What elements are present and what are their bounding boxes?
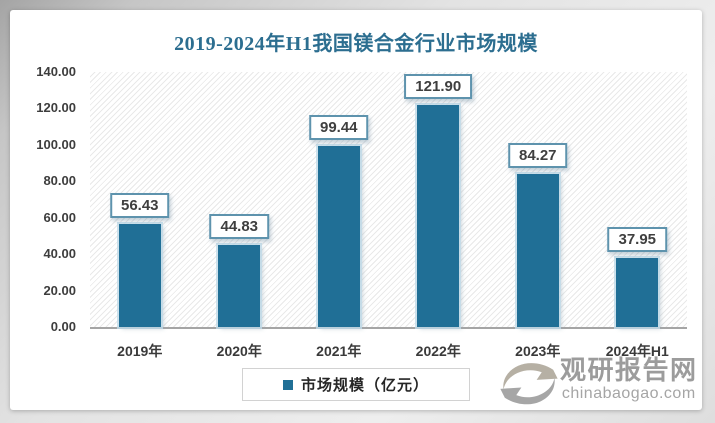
value-label-2021年: 99.44: [308, 114, 369, 140]
value-label-2023年: 84.27: [507, 142, 568, 168]
y-tick-label-40.00: 40.00: [43, 246, 76, 262]
bar-2020年: [218, 245, 261, 327]
legend-marker-square: [282, 379, 293, 390]
x-axis: 2019年 2020年 2021年 2022年 2023年 2024年H1: [90, 341, 687, 363]
watermark-domain: chinabaogao.com: [561, 385, 696, 402]
x-tick-label-2021年: 2021年: [316, 343, 362, 359]
plot-area: 56.43 44.83 99.44 121.90 84.27 37.95: [90, 72, 687, 329]
value-label-2019年: 56.43: [109, 193, 170, 219]
bar-2019年: [118, 224, 161, 327]
x-tick-label-2019年: 2019年: [117, 343, 163, 359]
watermark-text-block: 观研报告网 chinabaogao.com: [560, 351, 698, 403]
x-tick-label-2023年: 2023年: [515, 343, 561, 359]
watermark: 观研报告网 chinabaogao.com: [496, 351, 698, 413]
x-tick-label-2020年: 2020年: [216, 343, 262, 359]
value-label-2024年H1: 37.95: [607, 226, 668, 252]
y-tick-label-140.00: 140.00: [36, 64, 76, 79]
chart-title: 2019-2024年H1我国镁合金行业市场规模: [174, 33, 538, 55]
bar-2021年: [317, 145, 360, 327]
y-tick-label-120.00: 120.00: [36, 100, 76, 116]
bar-2022年: [417, 104, 460, 327]
bar-2023年: [516, 173, 559, 327]
y-tick-label-0.00: 0.00: [50, 319, 76, 334]
watermark-name: 观研报告网: [560, 355, 698, 385]
y-tick-label-80.00: 80.00: [43, 173, 76, 189]
value-label-2022年: 121.90: [404, 73, 473, 99]
y-tick-label-20.00: 20.00: [43, 282, 76, 298]
legend-label: 市场规模（亿元）: [300, 377, 430, 394]
x-tick-label-2022年: 2022年: [415, 343, 461, 359]
y-tick-label-100.00: 100.00: [36, 136, 76, 152]
bar-2024年H1: [616, 257, 659, 327]
swirl-logo-icon: [500, 363, 558, 405]
value-label-2020年: 44.83: [209, 214, 270, 240]
legend: 市场规模（亿元）: [241, 368, 471, 401]
x-tick-label-2024年H1: 2024年H1: [605, 343, 669, 359]
y-tick-label-60.00: 60.00: [43, 209, 76, 225]
y-axis: 140.00 120.00 100.00 80.00 60.00 40.00 20.00 0.…: [10, 64, 76, 334]
chart-card: 2019-2024年H1我国镁合金行业市场规模 140.00 120.00 100.…: [10, 10, 702, 410]
